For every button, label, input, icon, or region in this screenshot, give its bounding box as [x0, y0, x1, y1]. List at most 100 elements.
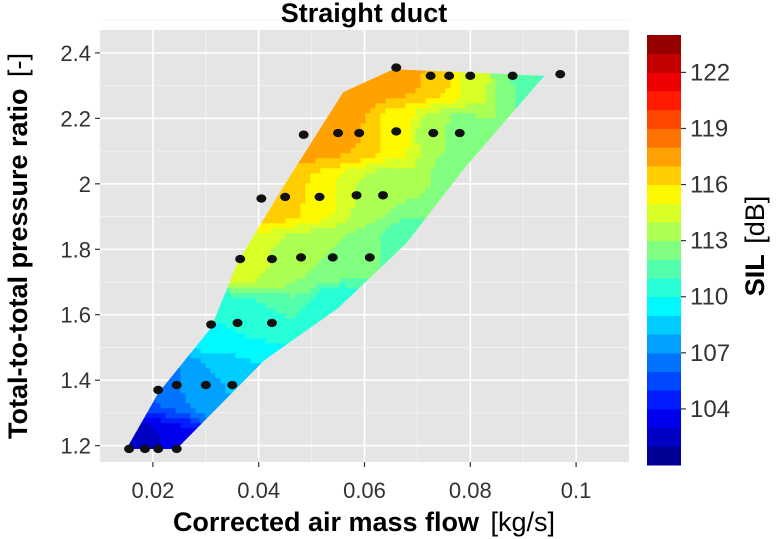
contour-cell: [260, 243, 267, 249]
contour-cell: [510, 78, 517, 84]
contour-cell: [295, 288, 302, 294]
contour-cell: [365, 178, 372, 184]
contour-cell: [410, 133, 417, 139]
contour-cell: [335, 303, 342, 309]
contour-cell: [370, 183, 377, 189]
contour-cell: [375, 83, 382, 89]
contour-cell: [300, 233, 307, 239]
contour-cell: [375, 148, 382, 154]
contour-cell: [435, 113, 442, 119]
contour-cell: [240, 348, 247, 354]
contour-cell: [265, 333, 272, 339]
contour-cell: [395, 93, 402, 99]
contour-cell: [320, 148, 327, 154]
contour-cell: [305, 213, 312, 219]
contour-cell: [390, 148, 397, 154]
contour-cell: [305, 298, 312, 304]
contour-cell: [300, 298, 307, 304]
contour-cell: [370, 148, 377, 154]
contour-cell: [375, 98, 382, 104]
contour-cell: [275, 233, 282, 239]
contour-cell: [330, 228, 337, 234]
contour-cell: [310, 248, 317, 254]
contour-cell: [370, 173, 377, 179]
contour-cell: [470, 148, 477, 154]
contour-cell: [325, 133, 332, 139]
contour-cell: [235, 343, 242, 349]
contour-cell: [430, 173, 437, 179]
contour-cell: [415, 133, 422, 139]
contour-cell: [225, 348, 232, 354]
contour-cell: [310, 263, 317, 269]
contour-cell: [380, 233, 387, 239]
contour-cell: [240, 278, 247, 284]
contour-cell: [245, 323, 252, 329]
contour-cell: [270, 223, 277, 229]
contour-cell: [345, 183, 352, 189]
contour-cell: [310, 318, 317, 324]
contour-cell: [480, 73, 487, 79]
contour-cell: [300, 168, 307, 174]
contour-cell: [335, 188, 342, 194]
contour-cell: [280, 198, 287, 204]
contour-cell: [290, 228, 297, 234]
contour-cell: [305, 188, 312, 194]
contour-cell: [240, 283, 247, 289]
contour-cell: [405, 78, 412, 84]
contour-cell: [280, 253, 287, 259]
contour-cell: [355, 108, 362, 114]
contour-cell: [255, 263, 262, 269]
contour-cell: [350, 98, 357, 104]
contour-cell: [465, 113, 472, 119]
contour-cell: [440, 153, 447, 159]
contour-cell: [390, 198, 397, 204]
contour-cell: [420, 103, 427, 109]
contour-cell: [330, 198, 337, 204]
contour-cell: [345, 203, 352, 209]
contour-cell: [470, 133, 477, 139]
contour-cell: [395, 163, 402, 169]
contour-cell: [355, 278, 362, 284]
contour-cell: [430, 98, 437, 104]
contour-cell: [330, 193, 337, 199]
contour-cell: [235, 273, 242, 279]
contour-cell: [295, 258, 302, 264]
contour-cell: [390, 163, 397, 169]
contour-cell: [310, 278, 317, 284]
contour-cell: [285, 283, 292, 289]
contour-cell: [360, 188, 367, 194]
contour-cell: [465, 98, 472, 104]
contour-cell: [425, 118, 432, 124]
contour-cell: [525, 78, 532, 84]
contour-cell: [350, 143, 357, 149]
contour-cell: [255, 348, 262, 354]
contour-cell: [270, 298, 277, 304]
contour-cell: [400, 133, 407, 139]
contour-cell: [395, 203, 402, 209]
contour-cell: [380, 243, 387, 249]
contour-cell: [460, 93, 467, 99]
contour-cell: [375, 108, 382, 114]
contour-cell: [230, 303, 237, 309]
contour-cell: [425, 208, 432, 214]
contour-cell: [405, 213, 412, 219]
contour-cell: [345, 193, 352, 199]
contour-cell: [290, 318, 297, 324]
contour-cell: [500, 108, 507, 114]
contour-cell: [330, 248, 337, 254]
contour-cell: [310, 253, 317, 259]
contour-cell: [225, 298, 232, 304]
contour-cell: [230, 278, 237, 284]
contour-cell: [280, 188, 287, 194]
contour-cell: [385, 93, 392, 99]
contour-cell: [260, 283, 267, 289]
contour-cell: [285, 298, 292, 304]
contour-cell: [310, 228, 317, 234]
contour-cell: [525, 88, 532, 94]
contour-cell: [370, 113, 377, 119]
contour-cell: [360, 243, 367, 249]
contour-cell: [375, 128, 382, 134]
contour-cell: [285, 248, 292, 254]
contour-cell: [380, 228, 387, 234]
contour-cell: [295, 168, 302, 174]
